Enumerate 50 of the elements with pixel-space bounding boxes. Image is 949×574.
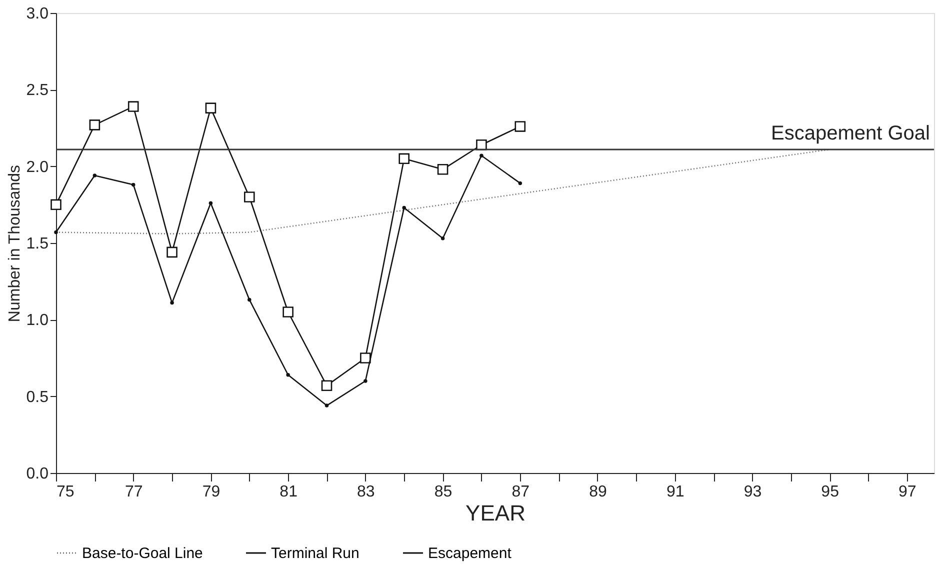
y-tick-label: 2.0 <box>26 158 49 176</box>
y-tick-label: 0.5 <box>26 388 49 406</box>
point <box>518 181 522 186</box>
y-tick-label: 3.0 <box>26 6 49 22</box>
ref-line-label: Escapement Goal <box>771 122 930 144</box>
point <box>170 300 174 305</box>
y-tick-label: 1.5 <box>26 236 49 252</box>
point <box>480 154 484 158</box>
y-tick-label: 2.5 <box>26 82 49 100</box>
point <box>286 373 290 377</box>
x-tick-label: 97 <box>898 484 916 500</box>
x-axis-title: YEAR <box>466 500 526 526</box>
point <box>364 379 368 383</box>
x-tick-label: 85 <box>434 484 452 500</box>
x-tick-label: 87 <box>512 484 530 500</box>
x-tick-label: 77 <box>124 484 143 500</box>
point <box>128 101 139 112</box>
y-tick-label: 1.0 <box>26 312 49 330</box>
point <box>166 246 178 258</box>
x-tick-label: 81 <box>280 484 298 500</box>
x-tick-label: 93 <box>744 484 762 500</box>
point <box>398 153 410 164</box>
point <box>514 121 526 132</box>
point <box>244 192 255 202</box>
point <box>402 206 406 210</box>
point <box>282 306 294 318</box>
legend-label: Escapement <box>428 545 512 562</box>
x-tick-label: 79 <box>202 484 220 500</box>
legend-label: Terminal Run <box>271 545 360 562</box>
point <box>208 201 213 205</box>
x-tick-label: 95 <box>821 484 840 500</box>
point <box>440 236 445 240</box>
point <box>131 182 136 187</box>
x-tick-label: 91 <box>666 484 684 500</box>
point <box>321 380 332 391</box>
point <box>205 102 216 114</box>
point <box>324 404 329 408</box>
x-tick-label: 83 <box>357 484 375 500</box>
x-tick-label: 89 <box>589 484 607 500</box>
point <box>89 120 100 130</box>
point <box>54 230 58 234</box>
y-axis-title: Number in Thousands <box>6 164 24 322</box>
point <box>50 199 62 210</box>
x-tick-label: 75 <box>56 484 74 500</box>
y-tick-label: 0.0 <box>26 466 49 482</box>
point <box>92 174 97 178</box>
point <box>360 352 371 364</box>
point <box>437 164 448 175</box>
legend-label: Base-to-Goal Line <box>82 545 203 562</box>
point <box>248 298 252 302</box>
